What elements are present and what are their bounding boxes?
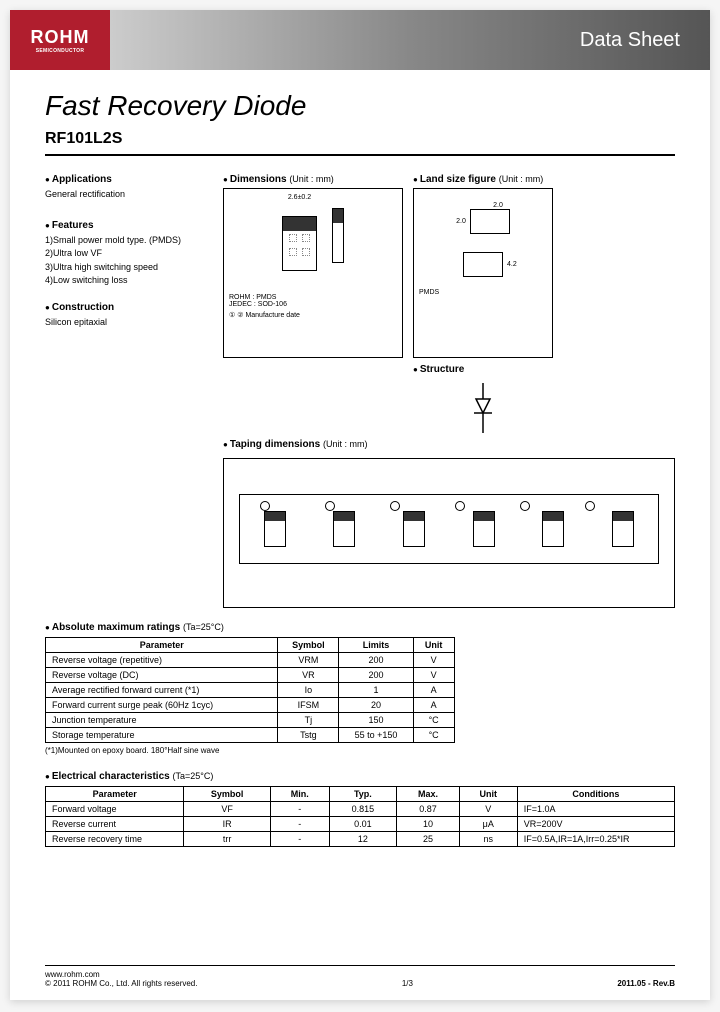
logo-sub: SEMICONDUCTOR (36, 48, 85, 54)
land-pad (470, 209, 510, 234)
table-row: Storage temperatureTstg55 to +150°C (46, 728, 455, 743)
feature-item: 1)Small power mold type. (PMDS) (45, 234, 208, 248)
taping-title: Taping dimensions (Unit : mm) (223, 439, 675, 450)
features-title: Features (45, 220, 208, 231)
page-title: Fast Recovery Diode (45, 90, 675, 122)
logo: ROHM SEMICONDUCTOR (10, 10, 110, 70)
table-row: Reverse currentIR-0.0110μAVR=200V (46, 817, 675, 832)
content: Fast Recovery Diode RF101L2S Application… (10, 70, 710, 857)
col-header: Min. (270, 787, 329, 802)
table-row: Reverse recovery timetrr-1225nsIF=0.5A,I… (46, 832, 675, 847)
applications-body: General rectification (45, 188, 208, 202)
table-row: Reverse voltage (DC)VR200V (46, 668, 455, 683)
structure-diagram (413, 383, 553, 433)
upper-columns: Applications General rectification Featu… (45, 166, 675, 608)
col-header: Parameter (46, 638, 278, 653)
diode-icon (453, 383, 513, 433)
table-row: Forward voltageVF-0.8150.87VIF=1.0A (46, 802, 675, 817)
tape-strip (239, 494, 659, 564)
absmax-footnote: (*1)Mounted on epoxy board. 180°Half sin… (45, 746, 675, 755)
land-pad (463, 252, 503, 277)
col-header: Symbol (278, 638, 339, 653)
features-body: 1)Small power mold type. (PMDS) 2)Ultra … (45, 234, 208, 288)
col-header: Conditions (517, 787, 674, 802)
dimensions-section: Dimensions (Unit : mm) 2.6±0.2 (223, 166, 403, 433)
absmax-table: Parameter Symbol Limits Unit Reverse vol… (45, 637, 455, 743)
footer-copyright: © 2011 ROHM Co., Ltd. All rights reserve… (45, 979, 197, 988)
applications-title: Applications (45, 174, 208, 185)
right-column: Dimensions (Unit : mm) 2.6±0.2 (223, 166, 675, 608)
pkg-label2: JEDEC : SOD-106 (229, 301, 397, 308)
table-row: Reverse voltage (repetitive)VRM200V (46, 653, 455, 668)
cathode-band (283, 217, 316, 231)
construction-title: Construction (45, 302, 208, 313)
col-header: Parameter (46, 787, 184, 802)
footer-page: 1/3 (402, 979, 413, 988)
table-row: Average rectified forward current (*1)Io… (46, 683, 455, 698)
diagram-row-top: Dimensions (Unit : mm) 2.6±0.2 (223, 166, 675, 433)
banner-text: Data Sheet (580, 29, 680, 52)
pkg-label1: ROHM : PMDS (229, 294, 397, 301)
header-bar: ROHM SEMICONDUCTOR Data Sheet (10, 10, 710, 70)
col-header: Unit (459, 787, 517, 802)
absmax-title: Absolute maximum ratings (Ta=25°C) (45, 622, 675, 633)
col-header: Max. (397, 787, 460, 802)
land-diagram: 2.0 2.0 4.2 4.2 PMDS (413, 188, 553, 358)
structure-title: Structure (413, 364, 553, 375)
land-title: Land size figure (Unit : mm) (413, 174, 553, 185)
feature-item: 3)Ultra high switching speed (45, 261, 208, 275)
feature-item: 2)Ultra low VF (45, 247, 208, 261)
footer-url: www.rohm.com (45, 970, 197, 979)
page: ROHM SEMICONDUCTOR Data Sheet Fast Recov… (10, 10, 710, 1000)
banner: Data Sheet (110, 10, 710, 70)
logo-main: ROHM (31, 27, 90, 48)
col-header: Typ. (329, 787, 396, 802)
footer-rev: 2011.05 - Rev.B (617, 979, 675, 988)
table-row: Junction temperatureTj150°C (46, 713, 455, 728)
construction-body: Silicon epitaxial (45, 316, 208, 330)
table-header-row: Parameter Symbol Limits Unit (46, 638, 455, 653)
dimensions-diagram: 2.6±0.2 (223, 188, 403, 358)
pkg-marks: ① ② Manufacture date (229, 311, 397, 319)
land-pkg-label: PMDS (419, 289, 547, 296)
footer: www.rohm.com © 2011 ROHM Co., Ltd. All r… (45, 965, 675, 988)
package-front (282, 216, 317, 271)
table-row: Forward current surge peak (60Hz 1cyc)IF… (46, 698, 455, 713)
part-number: RF101L2S (45, 130, 675, 156)
col-header: Limits (339, 638, 414, 653)
col-header: Unit (413, 638, 454, 653)
dimensions-title: Dimensions (Unit : mm) (223, 174, 403, 185)
feature-item: 4)Low switching loss (45, 274, 208, 288)
land-section: Land size figure (Unit : mm) 2.0 2.0 4.2 (413, 166, 553, 433)
left-column: Applications General rectification Featu… (45, 166, 208, 608)
elec-title: Electrical characteristics (Ta=25°C) (45, 771, 675, 782)
col-header: Symbol (184, 787, 270, 802)
footer-left: www.rohm.com © 2011 ROHM Co., Ltd. All r… (45, 970, 197, 988)
elec-table: Parameter Symbol Min. Typ. Max. Unit Con… (45, 786, 675, 847)
table-header-row: Parameter Symbol Min. Typ. Max. Unit Con… (46, 787, 675, 802)
taping-diagram (223, 458, 675, 608)
